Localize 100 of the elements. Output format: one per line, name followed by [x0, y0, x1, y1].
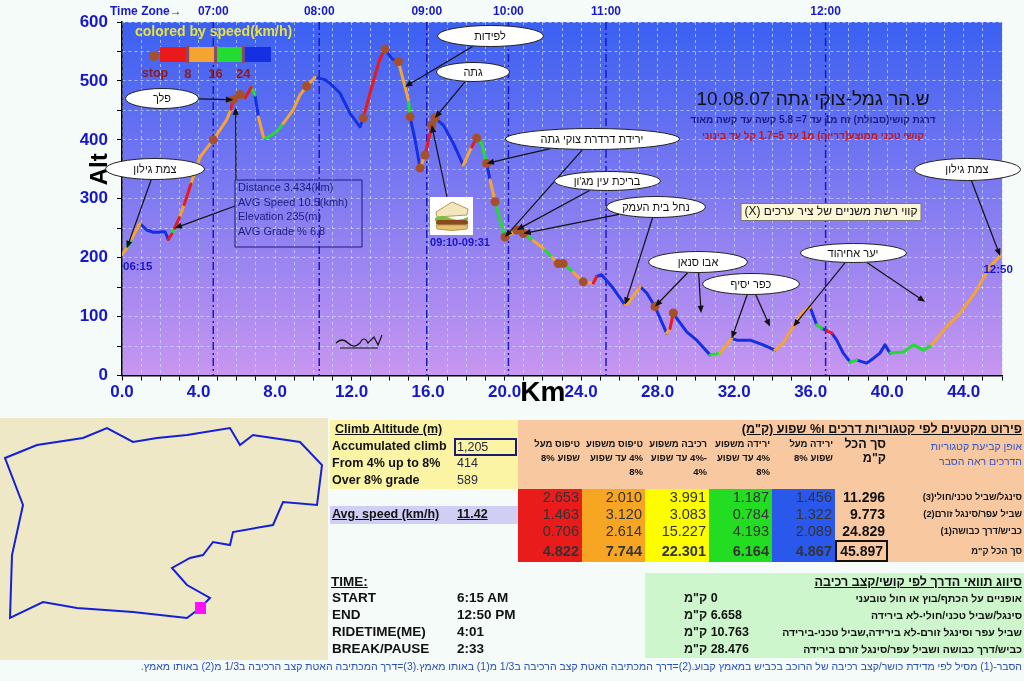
text: Time Zone→: [110, 4, 182, 19]
annotation: 24: [236, 65, 252, 81]
x-tick-label: 12.0: [335, 382, 369, 402]
point: [415, 163, 425, 173]
category-label: סינגל/שביל טכני/חולי-לא בירידה: [871, 608, 1022, 623]
data-label: 15.227: [645, 523, 709, 540]
text: הסבר-(1) מסיל לפי מדידת כושר/קצב רכיבה של הרוכב בכביש במאמץ קבוע.(2)=דרך המכתיבה האטת קצב הרכיבה ב1/3 מ(1) באותו מאמץ.(3)=דרך המכתיבה האטת קצב הרכיבה ב1/3 מ(2) באותו מאמץ.: [139, 660, 1022, 672]
annotation: 16: [208, 65, 223, 81]
annotation: 08:00: [303, 4, 335, 19]
annotation: 11:00: [590, 4, 622, 19]
x-tick-label: 16.0: [411, 382, 445, 402]
annotation: צמת גילון: [133, 163, 177, 175]
text: 1,205: [457, 440, 489, 454]
data-label: 11.296: [841, 489, 886, 506]
point: [420, 150, 430, 160]
data-label: 1.322: [772, 506, 835, 523]
annotation: קושי טכני ממוצע(דריוה) מ1 עד 5=1.7 קל עד בינוני: [702, 129, 924, 141]
point: [208, 135, 218, 145]
text: 6:15 AM: [457, 590, 509, 605]
y-tick-label: 600: [79, 11, 108, 31]
text: 2:33: [457, 641, 485, 656]
y-tick-label: כביש/דרך כבושה(1): [939, 525, 1023, 538]
x-tick-label: 44.0: [947, 382, 981, 402]
point: [472, 133, 482, 143]
y-tick-label: 100: [79, 306, 108, 326]
data-label: 2.010: [582, 489, 645, 506]
text: TIME:: [331, 573, 368, 590]
x-tick-label: 32.0: [717, 382, 751, 402]
data-label: 22.301: [645, 540, 709, 562]
text: 4:01: [457, 624, 485, 639]
point: [235, 89, 245, 99]
category-label: כביש/דרך כבושה ושביל עפר/סינגל זורם בירידה: [803, 642, 1022, 657]
category-label: אופניים על הכתף/בוץ או חול טובעני: [855, 591, 1022, 606]
text: דרגת קושי(סבולת) זח מ1 עד 7= 5.8 קשה עד קשה מאוד: [690, 113, 936, 125]
x-tick-label: ירידה מעל שפוע 8%: [788, 437, 834, 465]
data-label: 3.120: [582, 506, 645, 523]
x-tick-label: 20.0: [488, 382, 522, 402]
annotation: 12:00: [810, 4, 842, 19]
x-tick-label: 28.0: [641, 382, 675, 402]
annotation: 10:00: [493, 4, 525, 19]
text: סיווג תוואי הדרך לפי קושי/קצב רכיבה: [814, 574, 1022, 591]
x-axis-title: Km: [520, 375, 566, 407]
x-tick-label: טיפוס מעל שפוע 8%: [533, 437, 581, 465]
annotation: קווי רשת משניים של ציר ערכים (X): [744, 204, 918, 219]
point: [380, 44, 390, 54]
data-label: 24.829: [841, 523, 886, 540]
y-tick-label: 500: [79, 70, 108, 90]
y-tick-label: 200: [79, 247, 108, 267]
point: [578, 277, 588, 287]
data-label: 1.187: [709, 489, 772, 506]
point: [668, 308, 678, 318]
annotation: 07:00: [197, 4, 229, 19]
text: אופן קביעת קטגוריות הדרכים ראה הסבר: [929, 439, 1022, 469]
data-label: 45.897: [835, 540, 888, 562]
data-label: 4.867: [772, 540, 835, 562]
annotation: 09:10-09:31: [430, 236, 490, 249]
data-label: 0.706: [518, 523, 582, 540]
point: [405, 112, 415, 122]
y-tick-label: 300: [79, 188, 108, 208]
text: 11.42: [457, 507, 488, 521]
text: 28.476 ק"מ: [684, 642, 749, 656]
y-tick-label: 0: [98, 365, 108, 385]
data-label: 9.773: [848, 506, 886, 523]
data-label: 3.083: [645, 506, 709, 523]
x-tick-label: 8.0: [263, 382, 287, 402]
category-label: START: [332, 589, 376, 606]
text: 589: [457, 473, 478, 487]
data-label: 3.991: [645, 489, 709, 506]
y-axis-title: Alt: [84, 153, 112, 186]
x-tick-label: ירידה משפוע 4% עד שפוע 8%: [714, 437, 771, 479]
text: 6.658 ק"מ: [684, 608, 742, 622]
annotation: 8: [184, 65, 192, 81]
data-label: 1.456: [772, 489, 835, 506]
x-tick-label: 24.0: [564, 382, 598, 402]
point: [490, 197, 500, 207]
x-tick-label: 36.0: [794, 382, 828, 402]
category-label: RIDETIME(ME): [332, 623, 426, 640]
text: 0 ק"מ: [684, 591, 718, 605]
category-label: BREAK/PAUSE: [332, 640, 430, 657]
x-tick-label: סך הכל ק"מ: [843, 437, 887, 465]
annotation: AVG Grade % 6.8: [238, 225, 326, 238]
category-label: END: [332, 606, 361, 623]
legend-label: stop: [141, 66, 169, 81]
x-tick-label: 4.0: [186, 382, 211, 402]
data-label: 1.463: [518, 506, 582, 523]
data-label: 6.164: [709, 540, 772, 562]
chart-title: פירוט מקטעים לפי קטגוריות דרכים ו% שפוע (ק"מ): [741, 421, 1022, 437]
x-tick-label: 40.0: [870, 382, 904, 402]
text: Climb Altitude (m): [335, 421, 443, 438]
x-tick-label: רכיבה משפוע -4% עד שפוע 4%: [648, 437, 708, 479]
category-label: Over 8% grade: [332, 472, 420, 489]
data-label: 0.784: [709, 506, 772, 523]
data-label: 4.822: [518, 540, 582, 562]
point: [393, 56, 403, 66]
text: 12:50 PM: [457, 607, 516, 622]
category-label: שביל עפר וסינגל זורם-לא בירידה,שביל טכני-בירידה: [782, 625, 1022, 640]
y-tick-label: סך הכל ק"מ: [970, 545, 1023, 558]
annotation: 09:00: [411, 4, 443, 19]
y-tick-label: סינגל/שביל טכני/חולי(3): [921, 491, 1023, 504]
text: 414: [457, 456, 478, 470]
